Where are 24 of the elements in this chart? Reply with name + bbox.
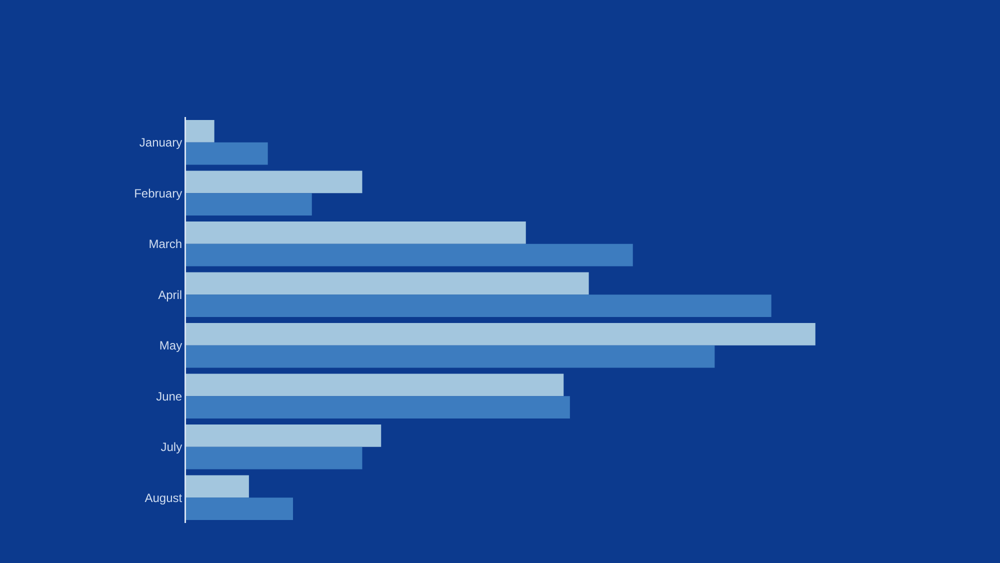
bar (186, 294, 772, 317)
bar (186, 244, 633, 266)
y-tick-label: January (139, 136, 182, 150)
bar (186, 222, 526, 244)
bar (186, 323, 816, 346)
y-tick-label: February (134, 186, 182, 200)
bar (186, 374, 564, 396)
bar (186, 193, 312, 216)
bar (186, 424, 382, 447)
y-tick-label: June (156, 389, 182, 404)
bar (186, 498, 293, 520)
bar (186, 142, 268, 165)
y-tick-label: July (160, 440, 182, 454)
bar (186, 475, 249, 498)
bar (186, 272, 589, 295)
bar (186, 446, 362, 470)
y-tick-label: March (148, 237, 182, 252)
bar (186, 396, 570, 418)
y-tick-label: May (159, 338, 182, 353)
bar (186, 120, 214, 142)
y-tick-label: August (144, 490, 183, 505)
y-tick-label: April (158, 288, 182, 302)
bar (186, 345, 715, 368)
bar (186, 170, 362, 194)
